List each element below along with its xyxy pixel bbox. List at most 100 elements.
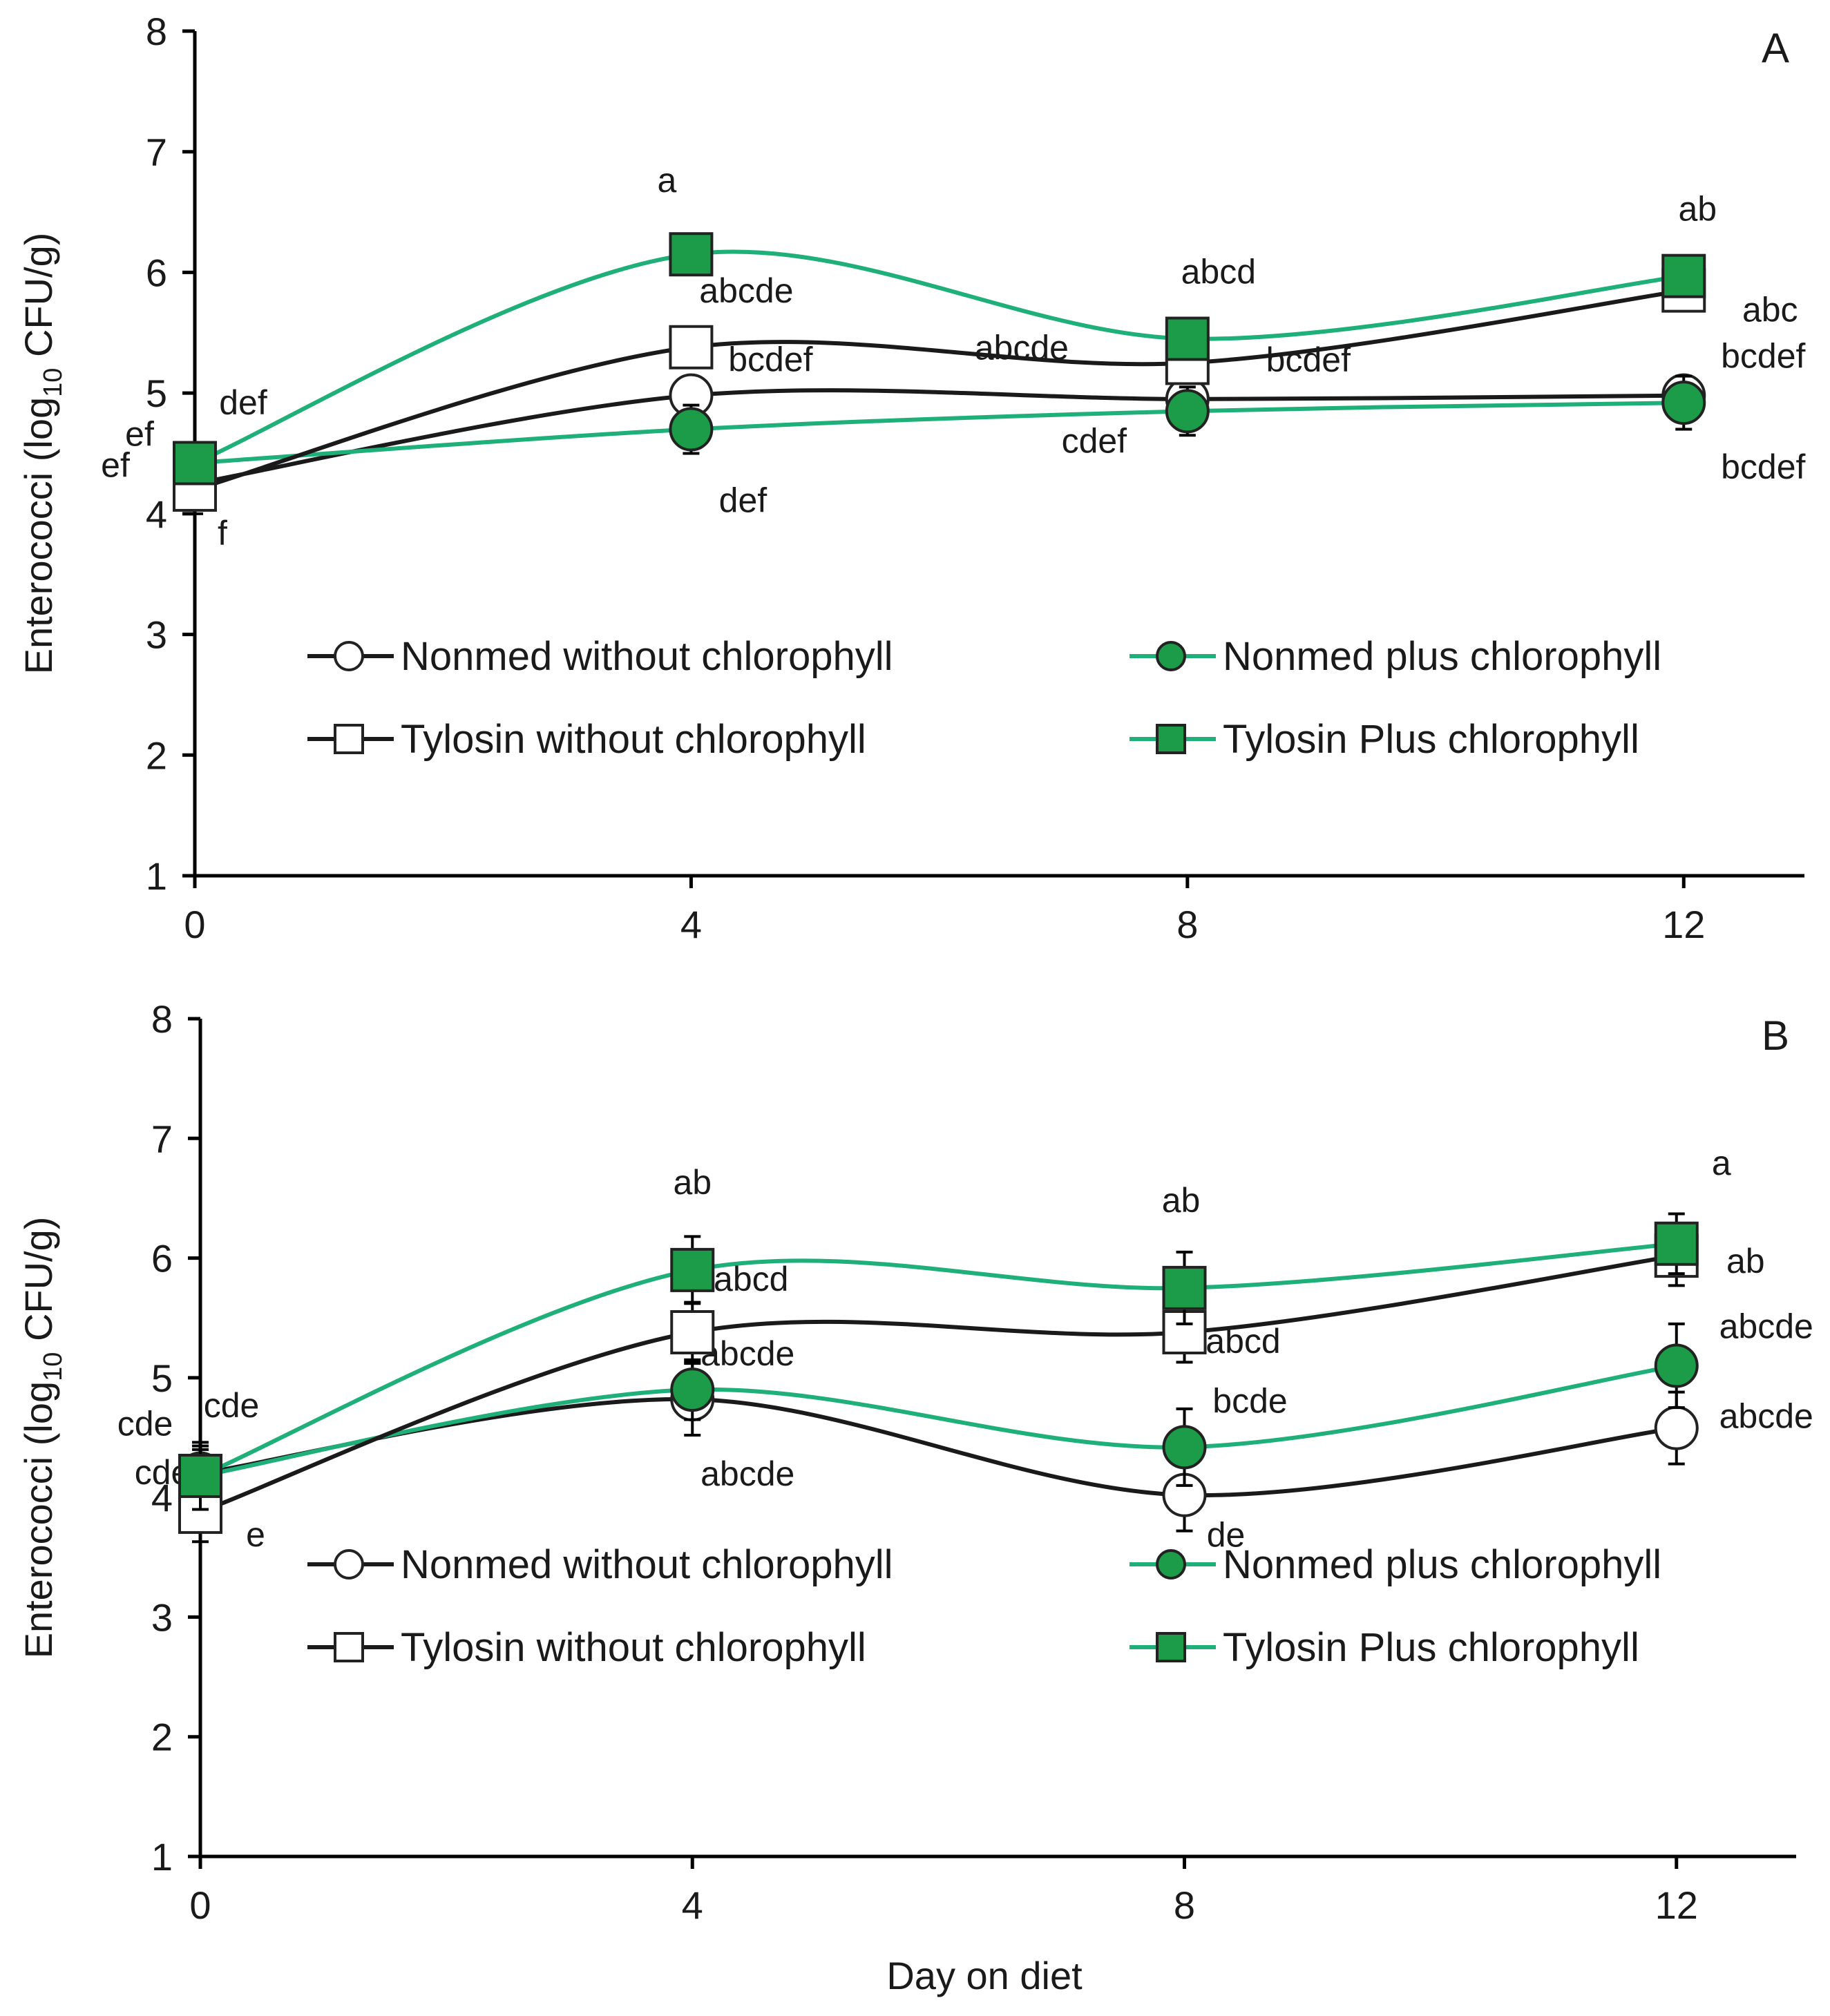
data-label: abcd: [714, 1260, 788, 1298]
legend-marker: [334, 1632, 364, 1662]
legend-item: Tylosin Plus chlorophyll: [1130, 717, 1639, 762]
y-tick-label: 5: [146, 372, 167, 415]
y-axis-title: Enterococci (log10 CFU/g): [17, 233, 68, 675]
data-label: abcde: [700, 1334, 794, 1373]
y-axis-title-part: Enterococci (log: [17, 397, 60, 675]
y-tick-label: 4: [146, 492, 167, 536]
data-label: ab: [1726, 1242, 1765, 1280]
y-tick-label: 7: [151, 1117, 173, 1160]
y-tick-label: 1: [151, 1835, 173, 1879]
data-label: cdef: [1062, 421, 1127, 460]
legend-label: Tylosin Plus chlorophyll: [1223, 1625, 1639, 1670]
legend-marker: [334, 1549, 364, 1580]
legend-marker: [1156, 724, 1186, 754]
data-label: ab: [1162, 1181, 1201, 1220]
data-point: [1661, 381, 1706, 425]
data-label: bcde: [1212, 1381, 1287, 1420]
x-tick-label: 12: [1662, 903, 1705, 946]
y-tick-label: 2: [146, 733, 167, 777]
data-point: [670, 1310, 715, 1355]
y-axis-title-subscript: 10: [39, 368, 68, 397]
series-tylosin-plus-chlorophyll: cde ab ab a: [178, 1144, 1731, 1511]
y-tick-label: 5: [151, 1356, 173, 1400]
x-tick-label: 0: [184, 903, 205, 946]
data-point: [669, 325, 714, 369]
legend-marker: [1156, 1632, 1186, 1662]
data-label: bcdef: [1266, 340, 1351, 379]
data-point: [1165, 389, 1210, 434]
data-label: de: [1207, 1516, 1246, 1555]
data-point: [670, 1247, 715, 1292]
y-tick-label: 1: [146, 854, 167, 898]
data-label: abcde: [1719, 1397, 1813, 1436]
data-point: [1661, 253, 1706, 298]
data-label: abcd: [1205, 1322, 1280, 1361]
data-label: abcde: [700, 1455, 794, 1493]
y-tick-label: 3: [151, 1595, 173, 1639]
y-axis-title-subscript: 10: [39, 1352, 68, 1381]
data-point: [1654, 1221, 1699, 1266]
series-line: [194, 401, 1684, 465]
series-nonmed-plus-chlorophyll: ef def cdef bcdef: [125, 374, 1806, 520]
series-line: [200, 1396, 1677, 1498]
data-point: [669, 232, 714, 277]
series-line: [193, 249, 1684, 465]
data-label: abc: [1742, 291, 1798, 329]
data-point: [1654, 1405, 1699, 1450]
panel-letter: A: [1762, 25, 1789, 71]
series-nonmed-plus-chlorophyll: cde abcde bcde abcde: [135, 1307, 1813, 1508]
data-label: bcdef: [1721, 337, 1805, 376]
y-axis-title-part: CFU/g): [17, 233, 60, 368]
x-tick-label: 12: [1655, 1883, 1698, 1927]
legend-label: Nonmed without chlorophyll: [401, 634, 893, 679]
data-point: [173, 441, 217, 486]
legend-marker: [1156, 641, 1186, 671]
x-axis-title: Day on diet: [886, 1954, 1083, 1997]
data-label: bcdef: [1721, 448, 1805, 486]
legend-item: Nonmed plus chlorophyll: [1130, 1542, 1661, 1587]
data-point: [178, 1453, 222, 1498]
legend-label: Tylosin without chlorophyll: [401, 1625, 866, 1670]
x-tick-label: 8: [1176, 903, 1198, 946]
data-label: abcde: [975, 328, 1069, 367]
series-line: [194, 388, 1684, 486]
legend-label: Tylosin Plus chlorophyll: [1223, 717, 1639, 762]
data-label: ef: [125, 414, 154, 453]
series-line: [200, 1363, 1677, 1478]
data-label: ef: [101, 445, 130, 484]
legend-label: Tylosin without chlorophyll: [401, 717, 866, 762]
legend-marker: [1156, 1549, 1186, 1580]
y-axis-title-part: CFU/g): [17, 1217, 60, 1352]
data-label: cde: [117, 1404, 173, 1443]
legend-marker: [334, 724, 364, 754]
series-line: [199, 1241, 1677, 1478]
series-line: [199, 1254, 1677, 1514]
data-point: [669, 407, 714, 452]
legend-item: Nonmed without chlorophyll: [307, 1542, 893, 1587]
data-point: [670, 1367, 715, 1412]
y-axis-title-part: Enterococci (log: [17, 1381, 60, 1659]
data-label: def: [719, 481, 768, 520]
panel-letter: B: [1762, 1012, 1789, 1059]
data-label: abcde: [699, 271, 793, 310]
data-label: cde: [204, 1386, 260, 1425]
series-line: [194, 288, 1684, 492]
x-tick-label: 8: [1174, 1883, 1195, 1927]
data-label: abcd: [1181, 253, 1256, 291]
data-label: abcde: [1719, 1307, 1813, 1346]
legend-label: Nonmed plus chlorophyll: [1223, 634, 1661, 679]
y-tick-label: 6: [146, 251, 167, 294]
legend-item: Tylosin without chlorophyll: [307, 1625, 866, 1670]
legend-label: Nonmed plus chlorophyll: [1223, 1542, 1661, 1587]
y-tick-label: 7: [146, 131, 167, 174]
legend-item: Tylosin without chlorophyll: [307, 717, 866, 762]
legend-label: Nonmed without chlorophyll: [401, 1542, 893, 1587]
y-tick-label: 4: [151, 1476, 173, 1519]
y-tick-label: 8: [151, 997, 173, 1041]
data-label: a: [1712, 1144, 1731, 1182]
data-label: a: [658, 161, 677, 200]
legend-item: Nonmed plus chlorophyll: [1130, 634, 1661, 679]
data-label: ab: [673, 1163, 712, 1202]
